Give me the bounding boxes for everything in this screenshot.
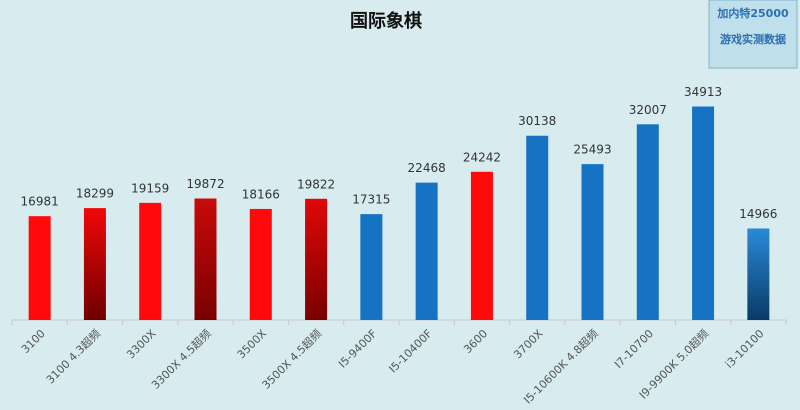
value-label: 14966 — [739, 207, 777, 221]
x-tick-label: 3300X — [124, 327, 159, 362]
bar — [747, 228, 770, 320]
value-label: 16981 — [21, 195, 59, 209]
bar — [194, 198, 217, 320]
x-tick-label: 3500X — [235, 327, 270, 362]
value-label: 19872 — [186, 177, 224, 191]
x-tick-label: 3100 4.3超频 — [43, 326, 103, 386]
value-label: 19822 — [297, 177, 335, 191]
value-label: 17315 — [352, 193, 390, 207]
bar — [249, 208, 272, 320]
value-label: 34913 — [684, 85, 722, 99]
chart-title: 国际象棋 — [350, 10, 422, 32]
bar — [415, 182, 438, 320]
x-tick-label: 3600 — [461, 327, 490, 356]
bar — [526, 135, 549, 320]
value-label: 18299 — [76, 187, 114, 201]
bar — [360, 214, 383, 320]
bar — [470, 171, 493, 320]
note-box — [708, 0, 798, 69]
x-tick-label: 3100 — [19, 327, 48, 356]
value-label: 19159 — [131, 181, 169, 195]
note: 游戏实测数据 — [720, 32, 786, 46]
x-tick-label: I7-10700 — [612, 327, 656, 371]
value-label: 18166 — [242, 187, 280, 201]
value-label: 22468 — [408, 161, 446, 175]
bar — [83, 208, 106, 320]
x-tick-label: I5-10400F — [386, 327, 434, 375]
value-label: 25493 — [573, 143, 611, 157]
x-tick-label: 3700X — [511, 327, 546, 362]
bar — [581, 164, 604, 320]
bar — [636, 124, 659, 321]
bar — [28, 216, 51, 320]
bar — [139, 202, 162, 320]
note: 加内特25000 — [716, 6, 789, 20]
value-label: 24242 — [463, 150, 501, 164]
value-label: 32007 — [629, 103, 667, 117]
bar — [692, 106, 715, 320]
bar — [305, 198, 328, 320]
value-label: 30138 — [518, 114, 556, 128]
x-tick-label: i3-10100 — [723, 327, 767, 371]
x-tick-label: I5-9400F — [336, 327, 380, 371]
